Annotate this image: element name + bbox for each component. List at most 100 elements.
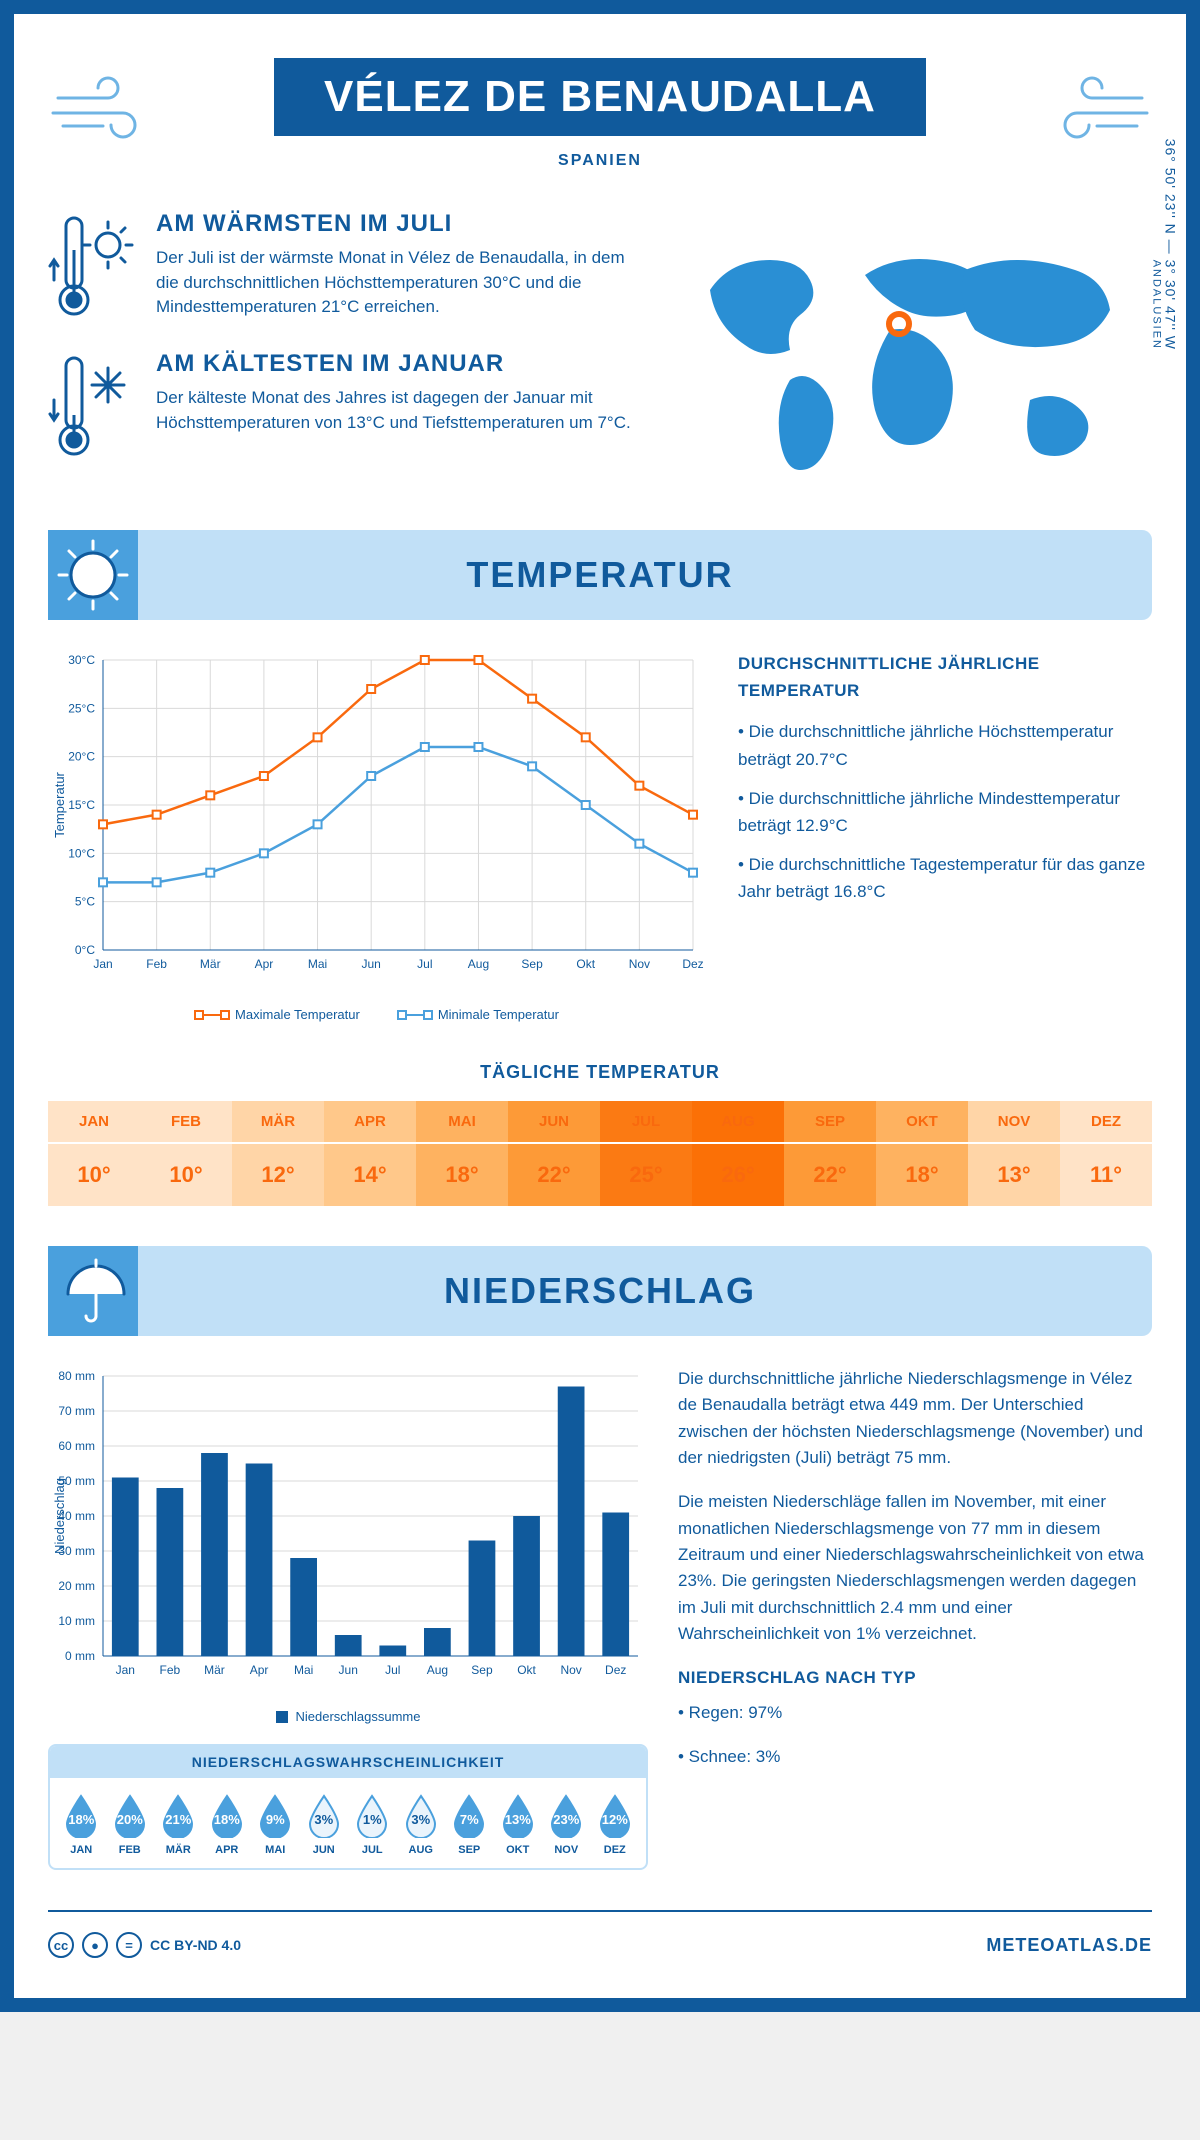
warmest-fact: AM WÄRMSTEN IM JULI Der Juli ist der wär… [48,210,639,320]
temp-table-header: OKT [876,1101,968,1144]
svg-text:80 mm: 80 mm [58,1369,95,1383]
precip-text-1: Die durchschnittliche jährliche Niedersc… [678,1366,1152,1471]
temp-table-cell: 18° [876,1144,968,1206]
precip-by-type-title: NIEDERSCHLAG NACH TYP [678,1665,1152,1691]
by-type-item: • Regen: 97% [678,1700,1152,1726]
temperature-legend: Maximale Temperatur Minimale Temperatur [48,1007,708,1022]
svg-text:Okt: Okt [576,957,595,971]
svg-text:10°C: 10°C [68,846,95,860]
svg-text:20 mm: 20 mm [58,1579,95,1593]
prob-item: 9%MAI [252,1792,299,1856]
intro-row: AM WÄRMSTEN IM JULI Der Juli ist der wär… [48,210,1152,490]
precip-description: Die durchschnittliche jährliche Niedersc… [678,1366,1152,1870]
temp-table-cell: 10° [140,1144,232,1206]
warmest-text: Der Juli ist der wärmste Monat in Vélez … [156,246,639,320]
svg-text:0°C: 0°C [75,943,95,957]
svg-text:Jan: Jan [93,957,112,971]
svg-text:Aug: Aug [427,1663,448,1677]
svg-text:Mär: Mär [204,1663,225,1677]
svg-text:Jun: Jun [362,957,381,971]
temperature-summary: DURCHSCHNITTLICHE JÄHRLICHE TEMPERATUR •… [738,650,1152,1022]
daily-temp-title: TÄGLICHE TEMPERATUR [48,1062,1152,1083]
summary-bullet: • Die durchschnittliche jährliche Mindes… [738,785,1152,839]
precip-probability-box: NIEDERSCHLAGSWAHRSCHEINLICHKEIT 18%JAN20… [48,1744,648,1870]
svg-text:Jan: Jan [116,1663,135,1677]
temperature-line-chart: 0°C5°C10°C15°C20°C25°C30°CJanFebMärAprMa… [48,650,708,1022]
wind-icon [48,68,168,153]
svg-text:20°C: 20°C [68,750,95,764]
prob-item: 7%SEP [446,1792,493,1856]
svg-text:30°C: 30°C [68,653,95,667]
svg-text:Sep: Sep [521,957,543,971]
svg-text:70 mm: 70 mm [58,1404,95,1418]
temp-table-header: MÄR [232,1101,324,1144]
footer: cc ● = CC BY-ND 4.0 METEOATLAS.DE [48,1910,1152,1964]
temp-table-header: AUG [692,1101,784,1144]
country-label: SPANIEN [48,152,1152,170]
svg-text:Jul: Jul [417,957,432,971]
precip-section-header: NIEDERSCHLAG [48,1246,1152,1336]
temp-table-header: FEB [140,1101,232,1144]
license-text: CC BY-ND 4.0 [150,1937,241,1953]
by-icon: ● [82,1932,108,1958]
legend-item: Minimale Temperatur [400,1007,559,1022]
temp-table-header: JUL [600,1101,692,1144]
svg-text:Nov: Nov [560,1663,581,1677]
svg-text:0 mm: 0 mm [65,1649,95,1663]
temp-table-header: JAN [48,1101,140,1144]
temp-table-cell: 14° [324,1144,416,1206]
precip-legend: Niederschlagssumme [48,1709,648,1724]
temp-table-cell: 12° [232,1144,324,1206]
svg-text:60 mm: 60 mm [58,1439,95,1453]
svg-text:Okt: Okt [517,1663,536,1677]
nd-icon: = [116,1932,142,1958]
prob-item: 3%JUN [301,1792,348,1856]
temp-table-header: DEZ [1060,1101,1152,1144]
temp-table-cell: 26° [692,1144,784,1206]
coldest-text: Der kälteste Monat des Jahres ist dagege… [156,386,639,435]
temperature-heading: TEMPERATUR [466,554,733,596]
temp-table-header: JUN [508,1101,600,1144]
svg-text:Mai: Mai [294,1663,313,1677]
cc-icon: cc [48,1932,74,1958]
temp-table-header: APR [324,1101,416,1144]
svg-text:Aug: Aug [468,957,489,971]
prob-item: 20%FEB [107,1792,154,1856]
temp-table-header: NOV [968,1101,1060,1144]
temp-table-cell: 18° [416,1144,508,1206]
wind-icon [1032,68,1152,153]
prob-item: 18%JAN [58,1792,105,1856]
precip-heading: NIEDERSCHLAG [444,1270,756,1312]
precip-bar-chart: 0 mm10 mm20 mm30 mm40 mm50 mm60 mm70 mm8… [48,1366,648,1724]
prob-item: 13%OKT [495,1792,542,1856]
legend-item: Maximale Temperatur [197,1007,360,1022]
svg-text:Mai: Mai [308,957,327,971]
svg-text:Apr: Apr [250,1663,269,1677]
svg-text:10 mm: 10 mm [58,1614,95,1628]
page-title: VÉLEZ DE BENAUDALLA [274,58,926,136]
temp-table-cell: 22° [784,1144,876,1206]
svg-text:Nov: Nov [629,957,650,971]
license: cc ● = CC BY-ND 4.0 [48,1932,241,1958]
coldest-fact: AM KÄLTESTEN IM JANUAR Der kälteste Mona… [48,350,639,460]
prob-item: 21%MÄR [155,1792,202,1856]
svg-text:Temperatur: Temperatur [52,771,67,837]
svg-text:Jul: Jul [385,1663,400,1677]
temp-table-cell: 22° [508,1144,600,1206]
precip-prob-title: NIEDERSCHLAGSWAHRSCHEINLICHKEIT [50,1746,646,1778]
site-name: METEOATLAS.DE [986,1935,1152,1956]
svg-text:Feb: Feb [146,957,167,971]
temp-table-header: SEP [784,1101,876,1144]
svg-text:Niederschlag: Niederschlag [52,1478,67,1554]
prob-item: 3%AUG [398,1792,445,1856]
temperature-section-header: TEMPERATUR [48,530,1152,620]
prob-item: 1%JUL [349,1792,396,1856]
temp-table-cell: 10° [48,1144,140,1206]
daily-temp-table: JANFEBMÄRAPRMAIJUNJULAUGSEPOKTNOVDEZ10°1… [48,1101,1152,1206]
precip-text-2: Die meisten Niederschläge fallen im Nove… [678,1489,1152,1647]
svg-text:25°C: 25°C [68,701,95,715]
thermometer-cold-icon [48,350,138,460]
world-map: 36° 50' 23'' N — 3° 30' 47'' W ANDALUSIE… [669,210,1152,490]
summary-bullet: • Die durchschnittliche jährliche Höchst… [738,718,1152,772]
summary-bullet: • Die durchschnittliche Tagestemperatur … [738,851,1152,905]
